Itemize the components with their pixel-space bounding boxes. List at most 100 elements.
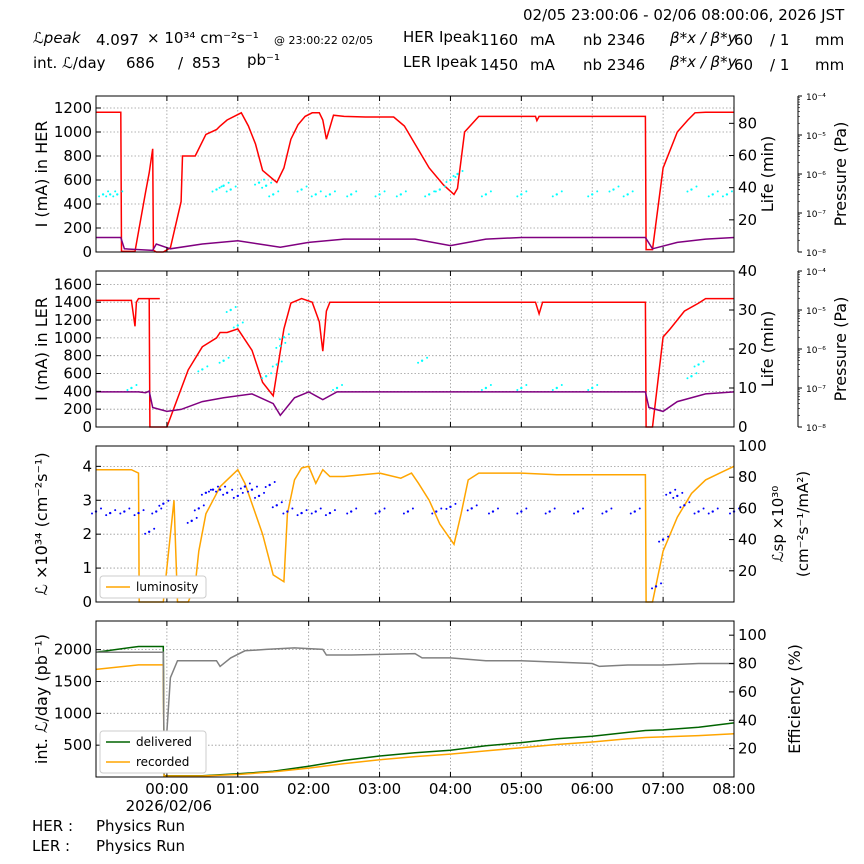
data-point: [355, 190, 358, 193]
data-point: [232, 496, 235, 499]
data-point: [651, 587, 654, 590]
data-point: [487, 512, 490, 515]
data-point: [551, 195, 554, 198]
ler-beta-unit: mm: [815, 56, 845, 74]
pressure-tick-label: 10⁻⁶: [806, 171, 826, 181]
series-line: [96, 297, 734, 428]
data-point: [484, 193, 488, 196]
data-point: [573, 512, 576, 515]
series-line: [96, 390, 735, 417]
data-point: [725, 193, 729, 196]
data-point: [516, 195, 519, 198]
data-point: [454, 502, 457, 505]
data-point: [350, 510, 353, 513]
y2-tick-label: 80: [738, 468, 757, 486]
data-point: [332, 389, 335, 391]
series-line: [96, 236, 735, 252]
data-point: [449, 178, 452, 182]
data-point: [151, 512, 154, 515]
intl-value: 686: [126, 54, 155, 72]
legend-label-delivered: delivered: [136, 735, 192, 749]
data-point: [291, 507, 294, 510]
data-point: [551, 389, 554, 391]
data-point: [695, 372, 698, 375]
data-point: [631, 190, 634, 193]
data-point: [130, 386, 133, 390]
data-point: [383, 190, 386, 193]
data-point: [555, 386, 558, 390]
data-point: [123, 510, 126, 513]
data-point: [211, 190, 214, 193]
x-tick-label: 07:00: [641, 780, 684, 798]
y-axis-label: int. ℒ/day (pb⁻¹): [32, 634, 51, 764]
data-point: [683, 504, 686, 507]
data-point: [275, 346, 278, 349]
data-point: [128, 507, 131, 510]
data-point: [296, 514, 299, 517]
data-point: [158, 504, 161, 507]
data-point: [399, 193, 403, 196]
data-point: [440, 507, 443, 510]
data-point: [716, 190, 719, 193]
data-point: [263, 178, 266, 181]
data-point: [489, 384, 492, 386]
data-point: [133, 514, 136, 517]
data-point: [277, 190, 280, 193]
series-line: [96, 647, 734, 775]
data-point: [480, 195, 483, 198]
data-point: [383, 507, 386, 510]
data-point: [333, 509, 336, 512]
data-point: [202, 504, 205, 507]
series-line-luminosity: [96, 465, 735, 603]
y-axis-label: ℒ ×10³⁴ (cm⁻²s⁻¹): [32, 452, 51, 595]
series-line: [96, 111, 734, 253]
data-point: [225, 311, 228, 313]
data-point: [674, 488, 677, 491]
legend-label-luminosity: luminosity: [136, 580, 198, 594]
pressure-tick-label: 10⁻⁸: [806, 424, 826, 434]
y-tick-label: 1200: [54, 311, 92, 329]
y2-tick-label: 60: [738, 499, 757, 517]
data-point: [716, 507, 719, 510]
data-point: [275, 363, 278, 366]
data-point: [738, 507, 740, 510]
y2-axis-label: Life (min): [758, 311, 777, 388]
data-point: [702, 360, 705, 363]
data-point: [697, 363, 700, 366]
data-point: [702, 507, 705, 510]
data-point: [660, 582, 663, 585]
y-tick-label: 1000: [54, 704, 92, 722]
her-beta-unit: mm: [815, 31, 845, 49]
data-point: [610, 507, 613, 510]
data-point: [449, 505, 452, 509]
y2-axis-label: ℒsp ×10³⁰: [769, 486, 787, 563]
y-tick-label: 800: [63, 347, 92, 365]
y-tick-label: 0: [82, 593, 92, 611]
y-tick-label: 400: [63, 382, 92, 400]
her-nb-label: nb: [583, 31, 603, 49]
data-point: [232, 326, 235, 329]
data-point: [206, 365, 209, 368]
pressure-tick-label: 10⁻⁴: [806, 268, 826, 278]
data-point: [587, 389, 590, 391]
y3-axis-label: Pressure (Pa): [831, 297, 850, 402]
ler-ipeak-unit: mA: [530, 56, 555, 74]
data-point: [346, 195, 349, 198]
y-tick-label: 800: [63, 147, 92, 165]
y-tick-label: 1500: [54, 672, 92, 690]
data-point: [190, 519, 193, 523]
data-point: [596, 190, 599, 193]
y-axis-label: I (mA) in HER: [32, 121, 51, 228]
data-point: [378, 193, 381, 196]
ler-status-label: LER :: [32, 837, 71, 855]
y2-tick-label: 100: [738, 437, 767, 455]
her-ipeak-label: HER Ipeak: [403, 28, 480, 46]
data-point: [186, 521, 189, 524]
panel-1: [95, 95, 802, 253]
data-point: [695, 185, 698, 188]
data-point: [374, 512, 377, 515]
y-tick-label: 0: [82, 418, 92, 436]
data-point: [193, 509, 196, 512]
data-point: [101, 193, 105, 196]
data-point: [475, 504, 478, 507]
